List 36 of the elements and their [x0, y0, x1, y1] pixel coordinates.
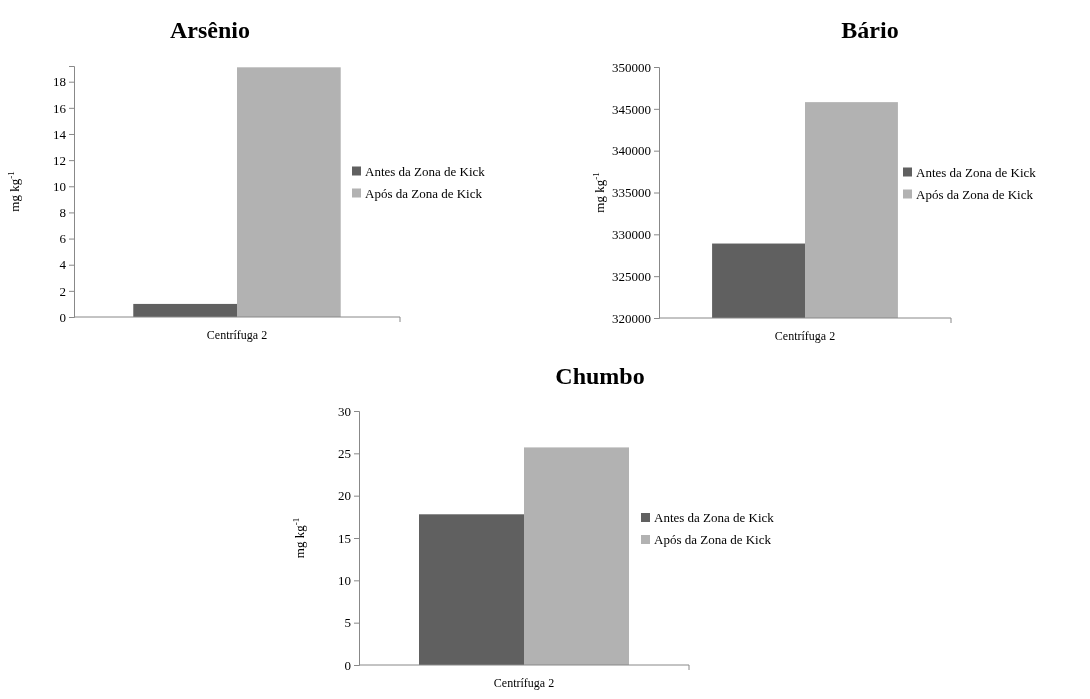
legend-label: Antes da Zona de Kick: [365, 163, 486, 179]
y-tick-label: 10: [53, 178, 66, 194]
y-tick-label: 12: [53, 152, 66, 168]
y-tick-label: 6: [59, 231, 67, 247]
legend-label: Após da Zona de Kick: [365, 185, 483, 201]
x-tick-label: Centrífuga 2: [493, 676, 555, 691]
legend-label: Após da Zona de Kick: [916, 186, 1034, 202]
y-tick-label: 30: [338, 403, 351, 419]
y-tick-label: 18: [53, 74, 66, 90]
y-tick-label: 0: [59, 309, 66, 325]
y-tick-label: 340000: [612, 143, 651, 159]
y-tick-label: 330000: [612, 226, 651, 242]
x-tick-label: Centrífuga 2: [774, 329, 836, 344]
y-tick-label: 8: [59, 205, 66, 221]
chart-title: Chumbo: [555, 363, 645, 389]
y-tick-label: 16: [53, 100, 67, 116]
y-tick-label: 345000: [612, 101, 651, 117]
legend-label: Antes da Zona de Kick: [916, 164, 1037, 180]
legend-label: Antes da Zona de Kick: [654, 510, 775, 525]
y-tick-label: 14: [53, 126, 67, 142]
chart-title: Bário: [841, 17, 899, 43]
chart-title: Arsênio: [170, 17, 250, 43]
y-tick-label: 5: [344, 615, 351, 631]
y-tick-label: 15: [338, 530, 351, 546]
y-tick-label: 25: [338, 445, 351, 461]
y-tick-label: 325000: [612, 268, 651, 284]
y-tick-label: 4: [59, 257, 67, 273]
y-tick-label: 10: [338, 572, 351, 588]
legend-label: Após da Zona de Kick: [654, 532, 772, 547]
x-tick-label: Centrífuga 2: [206, 328, 268, 343]
y-tick-label: 20: [338, 488, 351, 504]
y-tick-label: 320000: [612, 310, 651, 326]
y-tick-label: 335000: [612, 185, 651, 201]
y-tick-label: 350000: [612, 59, 651, 75]
y-tick-label: 2: [59, 283, 66, 299]
y-tick-label: 0: [344, 657, 351, 673]
